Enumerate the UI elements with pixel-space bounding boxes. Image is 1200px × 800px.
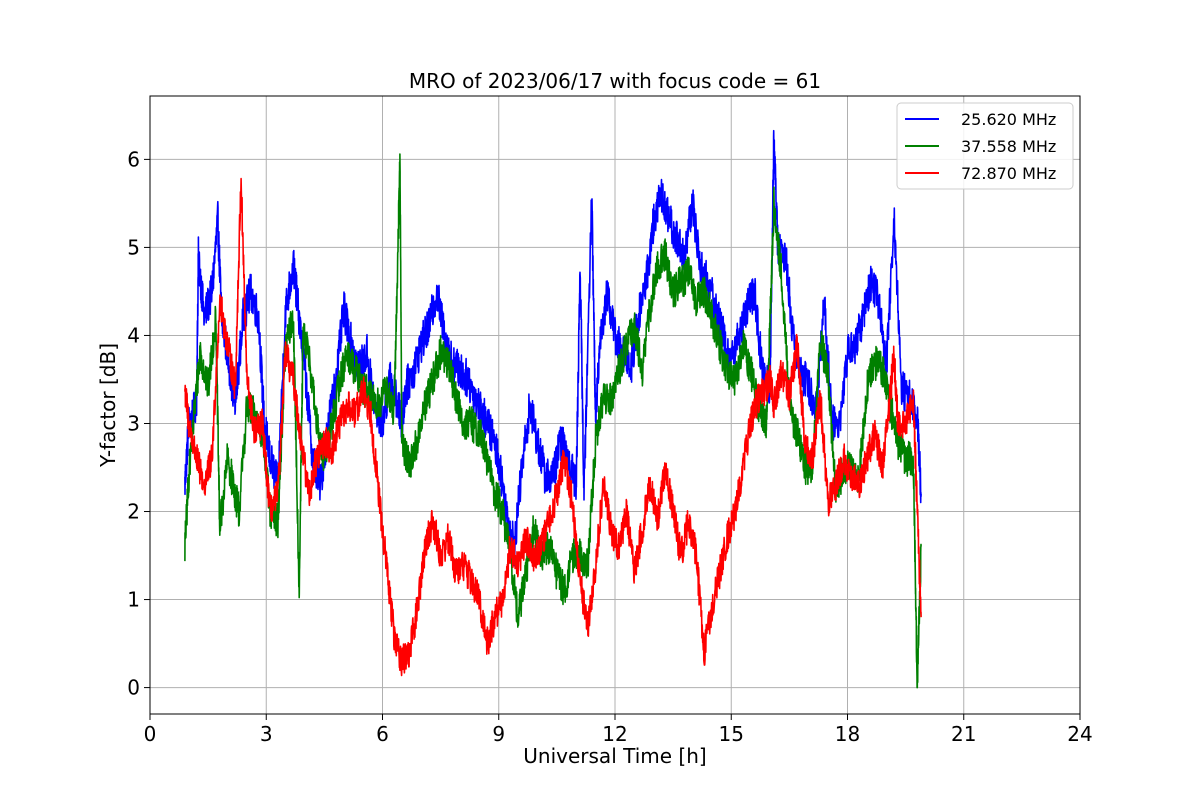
legend: 25.620 MHz 37.558 MHz 72.870 MHz [896, 102, 1074, 190]
y-tick-label: 2 [127, 500, 140, 524]
y-tick-label: 1 [127, 588, 140, 612]
legend-label: 37.558 MHz [961, 137, 1056, 156]
x-tick-label: 21 [951, 722, 976, 746]
y-tick-label: 6 [127, 147, 140, 171]
x-tick-label: 9 [492, 722, 505, 746]
x-tick-label: 0 [144, 722, 157, 746]
chart-title: MRO of 2023/06/17 with focus code = 61 [409, 69, 821, 93]
x-tick-label: 12 [602, 722, 627, 746]
y-tick-label: 4 [127, 323, 140, 347]
x-tick-label: 18 [835, 722, 860, 746]
x-axis-label: Universal Time [h] [523, 744, 706, 768]
series-line-3 [184, 177, 922, 677]
x-axis: 0 3 6 9 12 15 18 21 24 [144, 714, 1093, 746]
x-tick-label: 6 [376, 722, 389, 746]
series-lines [184, 129, 922, 689]
series-line-1 [184, 129, 922, 567]
x-tick-label: 15 [719, 722, 744, 746]
y-tick-label: 0 [127, 676, 140, 700]
x-tick-label: 3 [260, 722, 273, 746]
legend-label: 72.870 MHz [961, 164, 1056, 183]
y-axis-label: Y-factor [dB] [96, 343, 120, 468]
y-tick-label: 5 [127, 235, 140, 259]
y-tick-label: 3 [127, 411, 140, 435]
legend-label: 25.620 MHz [961, 110, 1056, 129]
legend-box [896, 102, 1074, 190]
x-tick-label: 24 [1067, 722, 1092, 746]
y-axis: 0 1 2 3 4 5 6 [127, 147, 150, 700]
